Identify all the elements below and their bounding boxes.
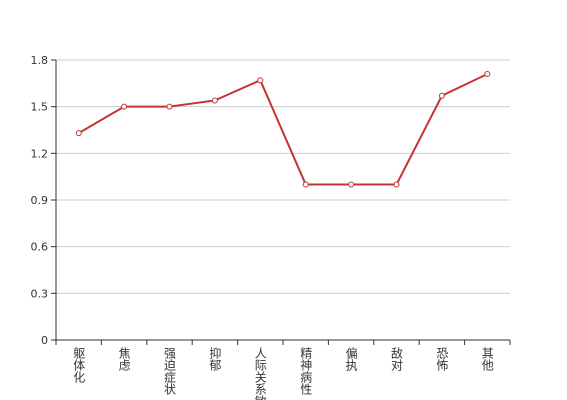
y-tick-label: 0 bbox=[41, 334, 48, 347]
y-tick-label: 0.6 bbox=[31, 241, 49, 254]
x-tick-label: 恐怖 bbox=[435, 347, 449, 371]
x-tick-label: 焦虑 bbox=[117, 347, 131, 371]
x-tick-label: 精神病性 bbox=[299, 347, 313, 396]
y-tick-label: 0.9 bbox=[31, 194, 49, 207]
x-tick-label: 人际关系敏感 bbox=[253, 347, 267, 400]
x-tick-label: 抑郁 bbox=[208, 346, 222, 372]
point bbox=[302, 181, 309, 188]
y-tick-label: 1.8 bbox=[31, 54, 49, 67]
point bbox=[393, 181, 400, 188]
y-tick-label: 1.2 bbox=[31, 147, 49, 160]
y-tick-label: 1.5 bbox=[31, 101, 49, 114]
point bbox=[121, 103, 128, 110]
y-tick-label: 0.3 bbox=[31, 287, 49, 300]
x-tick-label: 强迫症状 bbox=[163, 347, 177, 395]
line bbox=[78, 73, 488, 186]
point bbox=[484, 71, 491, 77]
x-tick-label: 躯体化 bbox=[72, 346, 86, 384]
x-tick-label: 敌对 bbox=[390, 346, 404, 371]
point bbox=[257, 77, 264, 84]
point bbox=[438, 92, 445, 99]
x-tick-label: 其他 bbox=[480, 347, 494, 371]
point bbox=[211, 97, 218, 104]
point bbox=[348, 181, 355, 188]
point bbox=[166, 103, 173, 110]
point bbox=[75, 130, 82, 137]
x-tick-label: 偏执 bbox=[344, 346, 358, 372]
